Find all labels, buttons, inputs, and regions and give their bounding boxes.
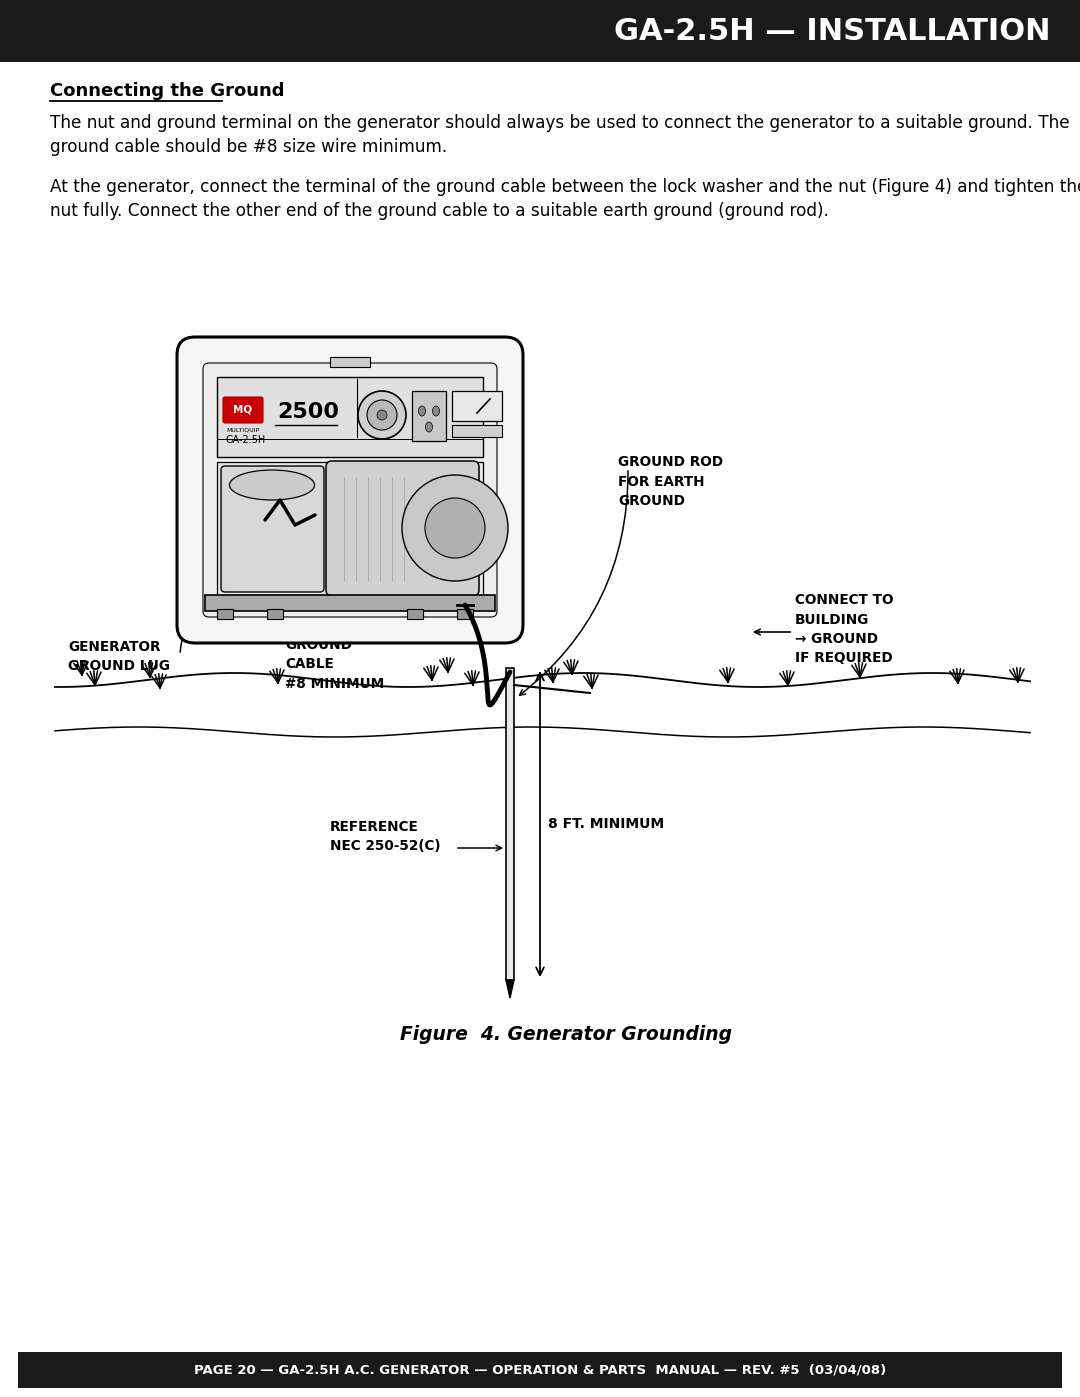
Text: ground cable should be #8 size wire minimum.: ground cable should be #8 size wire mini… bbox=[50, 138, 447, 156]
Text: CONNECT TO
BUILDING
→ GROUND
IF REQUIRED: CONNECT TO BUILDING → GROUND IF REQUIRED bbox=[795, 592, 893, 665]
Circle shape bbox=[367, 400, 397, 430]
Text: GA-2.5H — INSTALLATION: GA-2.5H — INSTALLATION bbox=[613, 17, 1050, 46]
Text: GROUND ROD
FOR EARTH
GROUND: GROUND ROD FOR EARTH GROUND bbox=[618, 455, 724, 509]
Text: GA-2.5H: GA-2.5H bbox=[225, 434, 266, 446]
Bar bbox=[0, 0, 1080, 61]
Text: REFERENCE
NEC 250-52(C): REFERENCE NEC 250-52(C) bbox=[330, 820, 441, 854]
Text: GROUND
CABLE
#8 MINIMUM: GROUND CABLE #8 MINIMUM bbox=[285, 638, 384, 692]
Bar bbox=[217, 377, 483, 457]
Circle shape bbox=[377, 409, 387, 420]
Text: Figure  4. Generator Grounding: Figure 4. Generator Grounding bbox=[400, 1025, 732, 1044]
Text: The nut and ground terminal on the generator should always be used to connect th: The nut and ground terminal on the gener… bbox=[50, 115, 1069, 131]
Text: GENERATOR
GROUND LUG: GENERATOR GROUND LUG bbox=[68, 640, 170, 673]
Text: MULTIQUIP: MULTIQUIP bbox=[227, 427, 259, 432]
Bar bbox=[407, 609, 423, 619]
Polygon shape bbox=[507, 981, 514, 997]
Bar bbox=[507, 668, 514, 981]
FancyBboxPatch shape bbox=[221, 467, 324, 592]
Ellipse shape bbox=[432, 407, 440, 416]
Bar bbox=[330, 358, 370, 367]
FancyBboxPatch shape bbox=[203, 363, 497, 617]
Bar bbox=[205, 595, 495, 610]
FancyBboxPatch shape bbox=[326, 461, 480, 597]
Circle shape bbox=[426, 497, 485, 557]
Circle shape bbox=[357, 391, 406, 439]
Bar bbox=[217, 609, 233, 619]
Bar bbox=[457, 609, 473, 619]
Bar bbox=[411, 391, 446, 441]
Text: 8 FT. MINIMUM: 8 FT. MINIMUM bbox=[548, 817, 664, 831]
Ellipse shape bbox=[419, 407, 426, 416]
Bar bbox=[217, 462, 483, 599]
Bar bbox=[267, 609, 283, 619]
Text: 2500: 2500 bbox=[276, 402, 339, 422]
FancyBboxPatch shape bbox=[177, 337, 523, 643]
Bar bbox=[453, 425, 502, 437]
Bar bbox=[18, 1352, 1062, 1389]
Ellipse shape bbox=[229, 469, 314, 500]
Text: At the generator, connect the terminal of the ground cable between the lock wash: At the generator, connect the terminal o… bbox=[50, 177, 1080, 196]
Text: PAGE 20 — GA-2.5H A.C. GENERATOR — OPERATION & PARTS  MANUAL — REV. #5  (03/04/0: PAGE 20 — GA-2.5H A.C. GENERATOR — OPERA… bbox=[194, 1363, 886, 1376]
Text: MQ: MQ bbox=[233, 405, 253, 415]
Bar bbox=[453, 391, 502, 420]
Text: nut fully. Connect the other end of the ground cable to a suitable earth ground : nut fully. Connect the other end of the … bbox=[50, 203, 828, 219]
FancyBboxPatch shape bbox=[222, 397, 264, 423]
Circle shape bbox=[402, 475, 508, 581]
Ellipse shape bbox=[426, 422, 432, 432]
Text: Connecting the Ground: Connecting the Ground bbox=[50, 82, 284, 101]
